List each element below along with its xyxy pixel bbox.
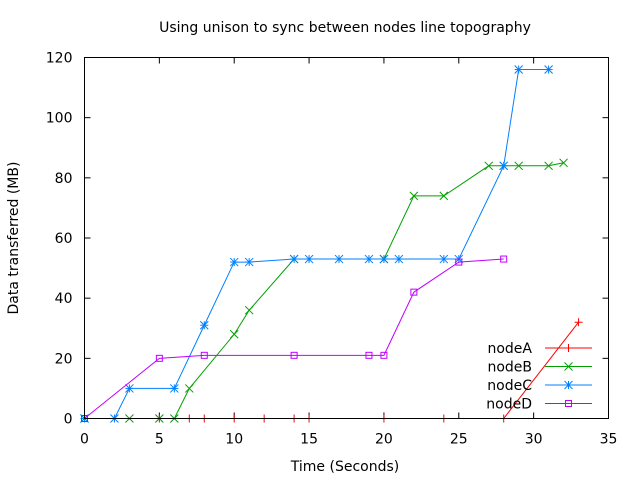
x-axis-label: Time (Seconds) bbox=[290, 459, 399, 475]
plot-frame bbox=[84, 57, 609, 419]
data-point-nodeB bbox=[409, 191, 419, 201]
y-tick-label: 80 bbox=[55, 171, 73, 187]
y-tick-label: 40 bbox=[55, 291, 73, 307]
data-point-nodeC bbox=[229, 257, 239, 267]
series-layer bbox=[80, 65, 583, 423]
legend-marker-nodeB bbox=[564, 362, 573, 371]
data-point-nodeC bbox=[304, 254, 314, 264]
chart-title: Using unison to sync between nodes line … bbox=[159, 20, 531, 36]
legend-label-nodeD: nodeD bbox=[486, 397, 532, 413]
data-point-nodeC bbox=[439, 254, 449, 264]
data-point-nodeD bbox=[155, 354, 163, 362]
data-point-nodeC bbox=[125, 384, 134, 393]
y-tick-label: 100 bbox=[46, 111, 73, 127]
data-point-nodeC bbox=[244, 257, 254, 267]
legend-marker-nodeA bbox=[564, 344, 573, 352]
data-point-nodeD bbox=[290, 351, 298, 359]
data-point-nodeB bbox=[514, 161, 524, 171]
series-nodeD bbox=[81, 255, 508, 422]
data-point-nodeD bbox=[365, 351, 373, 359]
data-point-nodeC bbox=[169, 384, 179, 393]
x-tick-label: 35 bbox=[600, 432, 618, 448]
legend: nodeA nodeB nodeC nodeD bbox=[486, 341, 592, 413]
data-point-nodeB bbox=[229, 329, 239, 339]
series-line-nodeD bbox=[84, 258, 504, 419]
y-tick-label: 120 bbox=[46, 51, 73, 67]
data-point-nodeB bbox=[544, 161, 553, 171]
data-point-nodeB bbox=[484, 161, 494, 171]
legend-marker-nodeC bbox=[564, 380, 573, 390]
y-tick-label: 20 bbox=[55, 351, 73, 367]
data-point-nodeD bbox=[380, 351, 388, 359]
x-tick-label: 5 bbox=[155, 432, 164, 448]
legend-marker-nodeD bbox=[565, 400, 572, 407]
data-point-nodeC bbox=[334, 254, 344, 264]
y-tick-label: 60 bbox=[55, 231, 73, 247]
legend-label-nodeB: nodeB bbox=[487, 360, 532, 376]
legend-label-nodeA: nodeA bbox=[487, 341, 532, 357]
x-tick-label: 0 bbox=[80, 432, 89, 448]
data-point-nodeD bbox=[200, 351, 208, 359]
series-nodeC bbox=[80, 65, 553, 423]
data-point-nodeD bbox=[410, 288, 418, 296]
data-point-nodeC bbox=[289, 254, 299, 264]
data-point-nodeC bbox=[379, 254, 389, 264]
x-tick-label: 10 bbox=[225, 432, 243, 448]
data-point-nodeD bbox=[500, 255, 508, 263]
y-axis-label: Data transferred (MB) bbox=[6, 162, 22, 315]
legend-label-nodeC: nodeC bbox=[487, 378, 532, 394]
data-point-nodeC bbox=[499, 161, 509, 171]
data-point-nodeA bbox=[574, 318, 583, 327]
series-line-nodeC bbox=[84, 69, 549, 419]
axis-ticks: 0 5 10 15 20 25 30 35 0 20 40 60 80 100 120 bbox=[46, 51, 618, 448]
data-point-nodeB bbox=[559, 158, 568, 168]
data-point-nodeC bbox=[364, 254, 374, 264]
x-tick-label: 15 bbox=[300, 432, 318, 448]
x-tick-label: 30 bbox=[525, 432, 543, 448]
data-point-nodeB bbox=[184, 384, 194, 393]
data-point-nodeC bbox=[394, 254, 404, 264]
data-point-nodeC bbox=[514, 65, 524, 74]
x-tick-label: 25 bbox=[450, 432, 468, 448]
x-tick-label: 20 bbox=[375, 432, 393, 448]
data-point-nodeB bbox=[439, 191, 449, 201]
y-tick-label: 0 bbox=[64, 412, 73, 428]
data-point-nodeC bbox=[544, 65, 553, 74]
data-point-nodeD bbox=[455, 258, 463, 266]
data-point-nodeB bbox=[244, 305, 254, 315]
data-point-nodeC bbox=[199, 320, 209, 330]
